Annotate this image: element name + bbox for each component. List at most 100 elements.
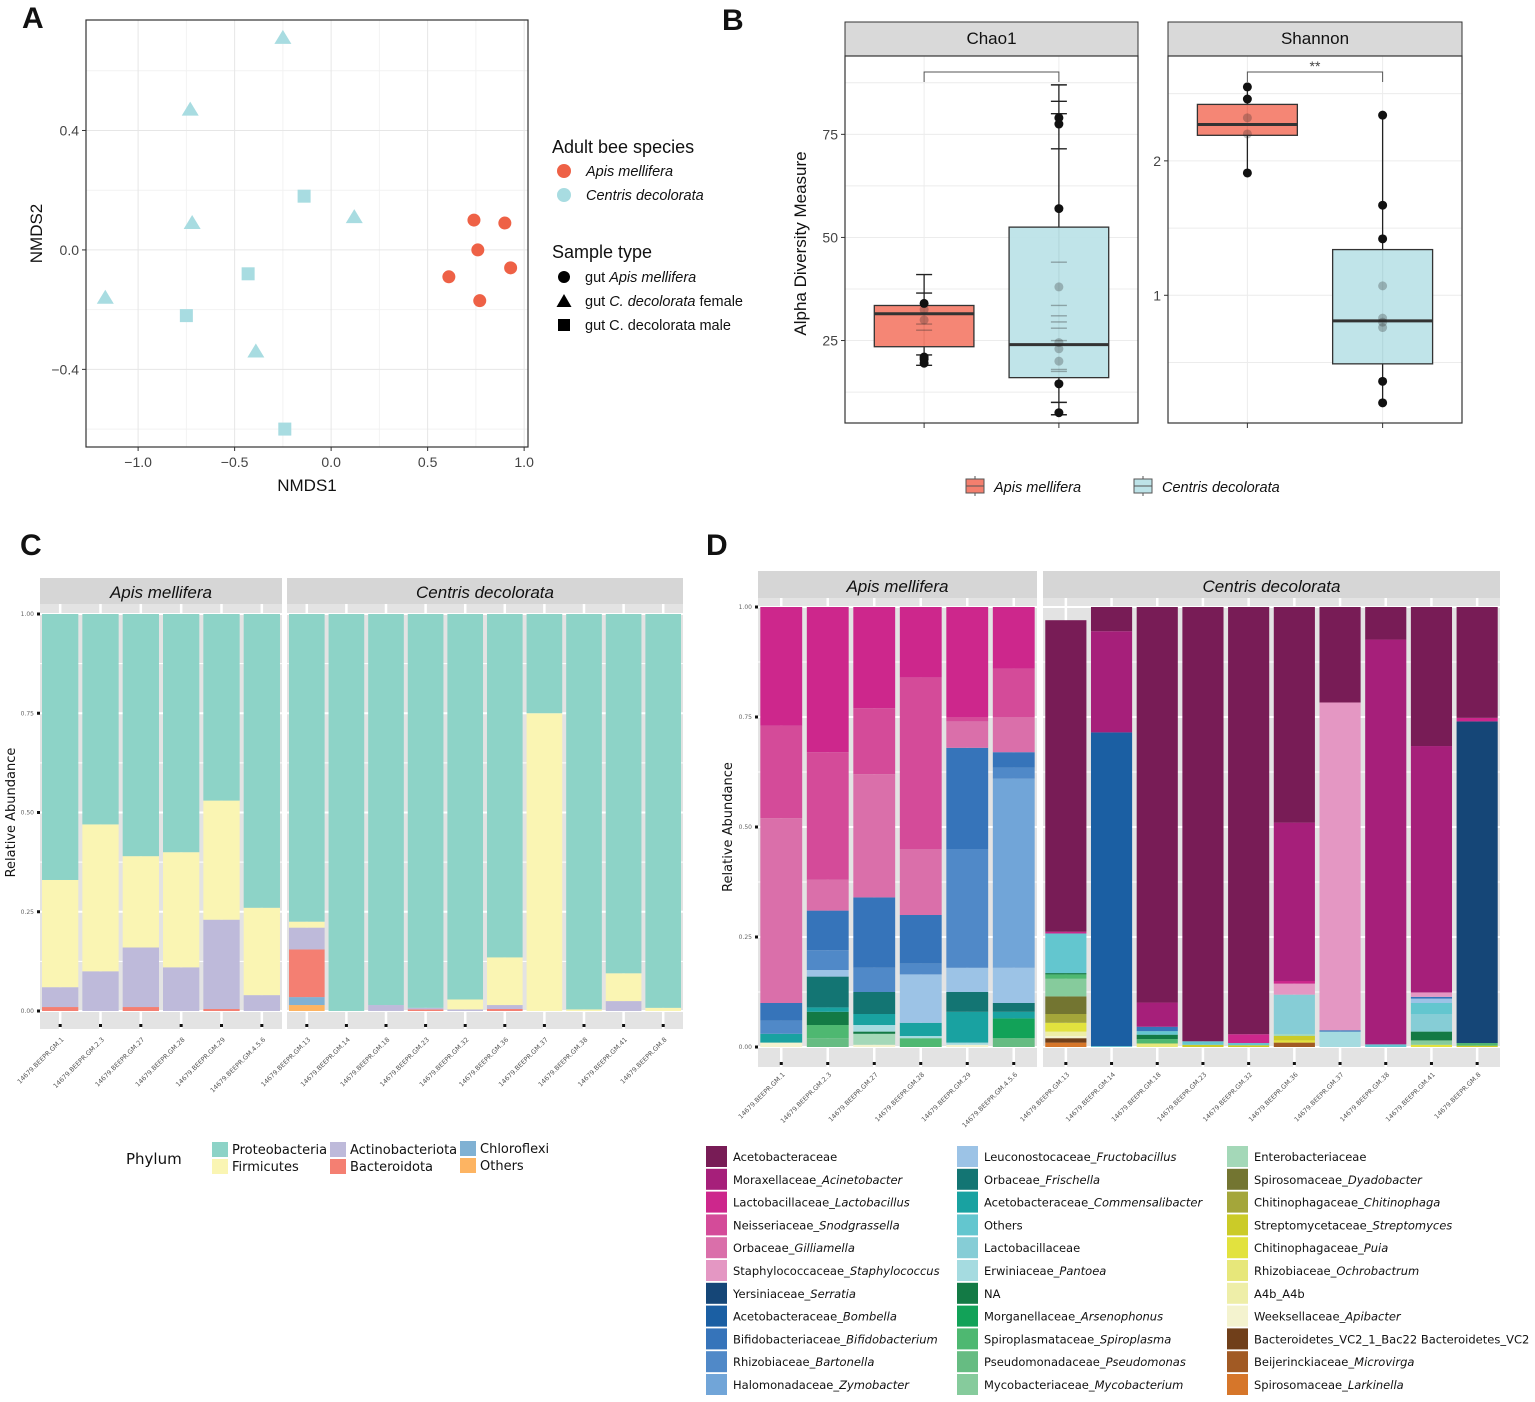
bar-segment <box>486 1009 523 1011</box>
bar-segment <box>243 614 280 908</box>
bar-stack <box>1045 620 1087 1047</box>
bar-segment <box>1136 1002 1178 1027</box>
bar-segment <box>163 614 200 853</box>
bar-stack <box>853 607 896 1047</box>
bar-segment <box>1045 973 1087 975</box>
bar-segment <box>42 614 79 880</box>
legend-label: Bacteroidetes_VC2_1_Bac22 Bacteroidetes_… <box>1254 1332 1529 1346</box>
bar-segment <box>853 897 896 968</box>
bar-segment <box>760 1003 803 1021</box>
x-tick-label: 14679.BEEPR.GM.1 <box>737 1071 787 1121</box>
panel-d-genus-barplot: 0.00 0.25 0.50 0.75 1.00 Relative Abundance Ap… <box>706 571 1529 1395</box>
data-point-circle <box>442 270 456 284</box>
bar-segment <box>407 1007 444 1010</box>
bar-segment <box>992 1018 1035 1039</box>
data-point <box>1378 398 1388 408</box>
legend-label: Neisseriaceae_Snodgrassella <box>733 1218 900 1232</box>
plot-border <box>85 19 529 448</box>
box-centris <box>1008 84 1110 418</box>
data-point <box>919 315 929 325</box>
x-tick-mark <box>1064 1062 1068 1065</box>
legend-label: Others <box>480 1159 524 1174</box>
bar-segment <box>946 849 989 968</box>
facet-centris-decolorata: Centris decolorata14679.BEEPR.GM.1314679… <box>1018 571 1500 1124</box>
y-tick-label: 2 <box>1153 153 1161 169</box>
bar-segment <box>1045 620 1087 932</box>
bar-segment <box>1182 607 1224 1042</box>
bar-segment <box>853 967 896 992</box>
bar-segment <box>447 614 484 1000</box>
bar-segment <box>486 614 523 958</box>
bar-segment <box>946 967 989 992</box>
x-tick-mark <box>542 1024 546 1027</box>
bar-segment <box>82 971 119 1011</box>
bar-stack <box>407 614 444 1011</box>
y-tick-label: 0.00 <box>21 1008 35 1015</box>
bar-segment <box>899 963 942 975</box>
legend-key <box>957 1305 978 1327</box>
bar-segment <box>1410 1044 1453 1047</box>
x-tick-label: 14679.BEEPR.GM.29 <box>920 1071 973 1124</box>
data-point-triangle <box>181 101 199 116</box>
facet-strip-label: Chao1 <box>966 29 1016 48</box>
bar-segment <box>42 879 79 988</box>
data-point <box>1242 168 1252 178</box>
bar-segment <box>853 708 896 775</box>
bar-segment <box>1273 822 1315 981</box>
legend-key-triangle <box>556 294 572 307</box>
legend-label: Acetobacteraceae_Bombella <box>733 1310 897 1324</box>
x-tick-label: −0.5 <box>221 454 249 470</box>
bar-segment <box>1136 607 1178 1003</box>
legend-label: NA <box>984 1287 1001 1301</box>
bar-segment <box>368 614 404 1006</box>
bar-stack <box>163 614 200 1011</box>
bar-segment <box>163 967 200 1011</box>
legend-key <box>706 1191 727 1213</box>
bar-segment <box>1410 1040 1453 1045</box>
x-tick-label: 14679.BEEPR.GM.13 <box>1018 1071 1071 1124</box>
bar-segment <box>806 607 849 753</box>
significance-bracket <box>923 71 1060 82</box>
bar-segment <box>899 677 942 849</box>
x-tick-mark <box>1155 1062 1159 1065</box>
data-point <box>1378 110 1388 120</box>
bar-segment <box>328 614 365 1011</box>
bar-segment <box>992 668 1035 717</box>
bar-stack <box>203 614 240 1011</box>
legend-label: Rhizobiaceae_Ochrobactrum <box>1254 1264 1419 1278</box>
bar-segment <box>760 1020 803 1034</box>
bar-segment <box>1456 1045 1498 1047</box>
bar-segment <box>853 1014 896 1025</box>
x-tick-label: 14679.BEEPR.GM.32 <box>1201 1071 1254 1124</box>
bar-stack <box>1090 607 1133 1047</box>
bar-stack <box>899 607 942 1047</box>
x-tick-mark <box>826 1062 830 1065</box>
bar-segment <box>645 614 682 1008</box>
bar-segment <box>806 976 849 1008</box>
legend-key <box>957 1328 978 1350</box>
data-point <box>1054 379 1064 389</box>
data-point-square <box>297 189 311 203</box>
bar-segment <box>1228 1045 1270 1047</box>
bar-segment <box>853 774 896 898</box>
bar-segment <box>163 852 200 968</box>
bar-segment <box>1456 721 1498 1044</box>
data-point-triangle <box>183 215 201 230</box>
bar-segment <box>1273 1040 1315 1043</box>
legend-label: Staphylococcaceae_Staphylococcus <box>733 1264 940 1278</box>
x-tick-label: −1.0 <box>124 454 152 470</box>
bar-segment <box>1410 746 1453 993</box>
legend-key <box>212 1142 228 1157</box>
bar-segment <box>1365 607 1407 640</box>
y-tick-mark <box>37 910 40 914</box>
data-point <box>1054 338 1064 348</box>
legend-key <box>1227 1168 1248 1190</box>
x-tick-mark <box>344 1024 348 1027</box>
bar-segment <box>122 856 159 948</box>
significance-bracket <box>1246 71 1384 82</box>
bar-segment <box>1136 1043 1178 1047</box>
data-point-triangle <box>96 289 114 304</box>
legend-label: Others <box>984 1218 1023 1232</box>
legend-key <box>957 1191 978 1213</box>
